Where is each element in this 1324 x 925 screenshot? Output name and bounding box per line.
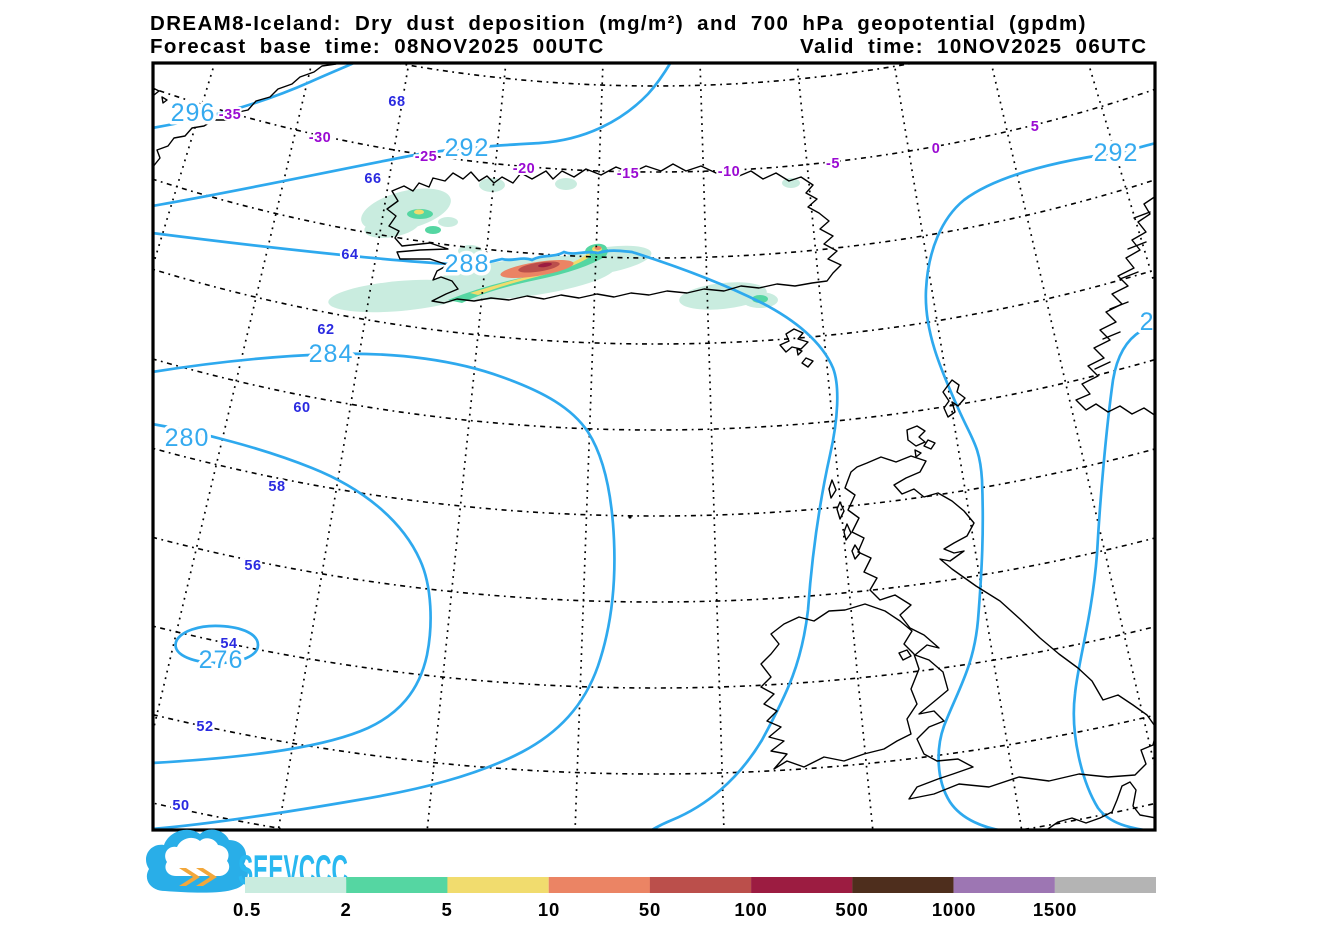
hebrides-islands [828,479,861,560]
lat-label-60: 60 [293,400,310,416]
contour-280 [152,422,432,765]
lon-label-minus30: -30 [309,130,331,146]
legend-swatch-500 [852,877,954,893]
valid-time: Valid time: 10NOV2025 06UTC [800,35,1148,58]
contour-288-west [152,231,839,831]
contour-label-292-east: 292 [1094,139,1139,167]
graticule [152,62,1156,831]
contour-292-west [152,62,673,208]
lat-label-50: 50 [172,798,189,814]
lat-label-64: 64 [341,247,358,263]
lon-label-0: 0 [932,141,941,157]
faroe-islands [779,328,814,368]
shetland-islands [942,379,966,418]
logo-arrow-icon [179,868,217,886]
map-title: DREAM8-Iceland: Dry dust deposition (mg/… [150,12,1087,35]
coastline-ireland [760,603,920,770]
isle-of-man [898,649,912,661]
geopotential-contours [152,62,1156,831]
forecast-base-time: Forecast base time: 08NOV2025 00UTC [150,35,605,58]
orkney-islands [906,425,936,458]
lon-label-minus20: -20 [513,161,535,177]
coastline-greenland [152,62,340,169]
lat-label-52: 52 [196,719,213,735]
lon-label-minus25: -25 [415,149,437,165]
graticule-parallels [152,62,1156,831]
dust-deposition-shading [328,178,800,313]
legend-swatch-5 [447,877,549,893]
lat-label-56: 56 [244,558,261,574]
contour-label-288: 288 [445,250,490,278]
legend-tick-500: 500 [835,899,868,920]
graticule-meridians [152,62,1156,831]
contour-292-east [924,141,1156,831]
contour-label-292-west: 292 [445,134,490,162]
longitude-label-group: -35 -30 -25 -20 -15 -10 -5 0 5 [217,105,1041,184]
contour-label-284: 284 [309,340,354,368]
legend-swatch-1000 [953,877,1055,893]
coastline-great-britain [844,455,1156,800]
coastlines [152,62,1156,831]
legend-swatch-100 [751,877,853,893]
lat-label-62: 62 [317,322,334,338]
coastline-iceland [386,163,842,304]
contour-296-east [1072,328,1156,831]
lon-label-minus15: -15 [617,166,639,182]
deposition-legend: 0.5 2 5 10 50 100 500 1000 1500 [233,877,1156,920]
legend-swatches [245,877,1156,893]
rockall-islet [628,515,632,519]
lat-label-54: 54 [220,636,237,652]
legend-swatch-2 [346,877,448,893]
legend-tick-100: 100 [734,899,767,920]
legend-tick-2: 2 [340,899,351,920]
contour-label-280: 280 [165,424,210,452]
lat-label-58: 58 [268,479,285,495]
contour-label-296-west: 296 [171,99,216,127]
contour-label-276: 276 [199,646,244,674]
contour-label-296-east: 296 [1140,308,1185,336]
lat-label-68: 68 [388,94,405,110]
lon-label-minus35: -35 [219,107,241,123]
lat-label-66: 66 [364,171,381,187]
legend-swatch-1500 [1054,877,1156,893]
map-frame [151,61,1157,832]
contour-label-group: 296 292 288 284 280 276 292 296 [161,96,1185,678]
lon-label-minus10: -10 [718,164,740,180]
legend-swatch-50 [649,877,752,893]
legend-tick-1500: 1500 [1033,899,1077,920]
latitude-label-group: 68 66 64 62 60 58 56 54 52 50 [170,92,407,816]
norway-fjord-lines [1094,211,1151,370]
dust-level-100 [538,262,552,268]
legend-swatch-10 [548,877,650,893]
contour-284 [152,352,616,831]
logo-cloud-inner [165,837,230,876]
legend-tick-5: 5 [441,899,452,920]
dust-level-0p5 [328,178,800,313]
legend-tick-50: 50 [639,899,661,920]
map-subtitle: Forecast base time: 08NOV2025 00UTC Vali… [150,35,1148,58]
legend-tick-10: 10 [538,899,560,920]
legend-tick-0p5: 0.5 [233,899,261,920]
legend-tick-1000: 1000 [932,899,976,920]
contour-296-west [152,62,358,130]
coastline-france [1044,781,1156,831]
legend-swatch-0p5 [245,877,347,893]
legend-tick-labels: 0.5 2 5 10 50 100 500 1000 1500 [233,899,1077,920]
coastline-norway [1075,195,1156,417]
lon-label-5: 5 [1031,119,1040,135]
lon-label-minus5: -5 [826,156,840,172]
contour-276-closed-low [174,624,260,665]
